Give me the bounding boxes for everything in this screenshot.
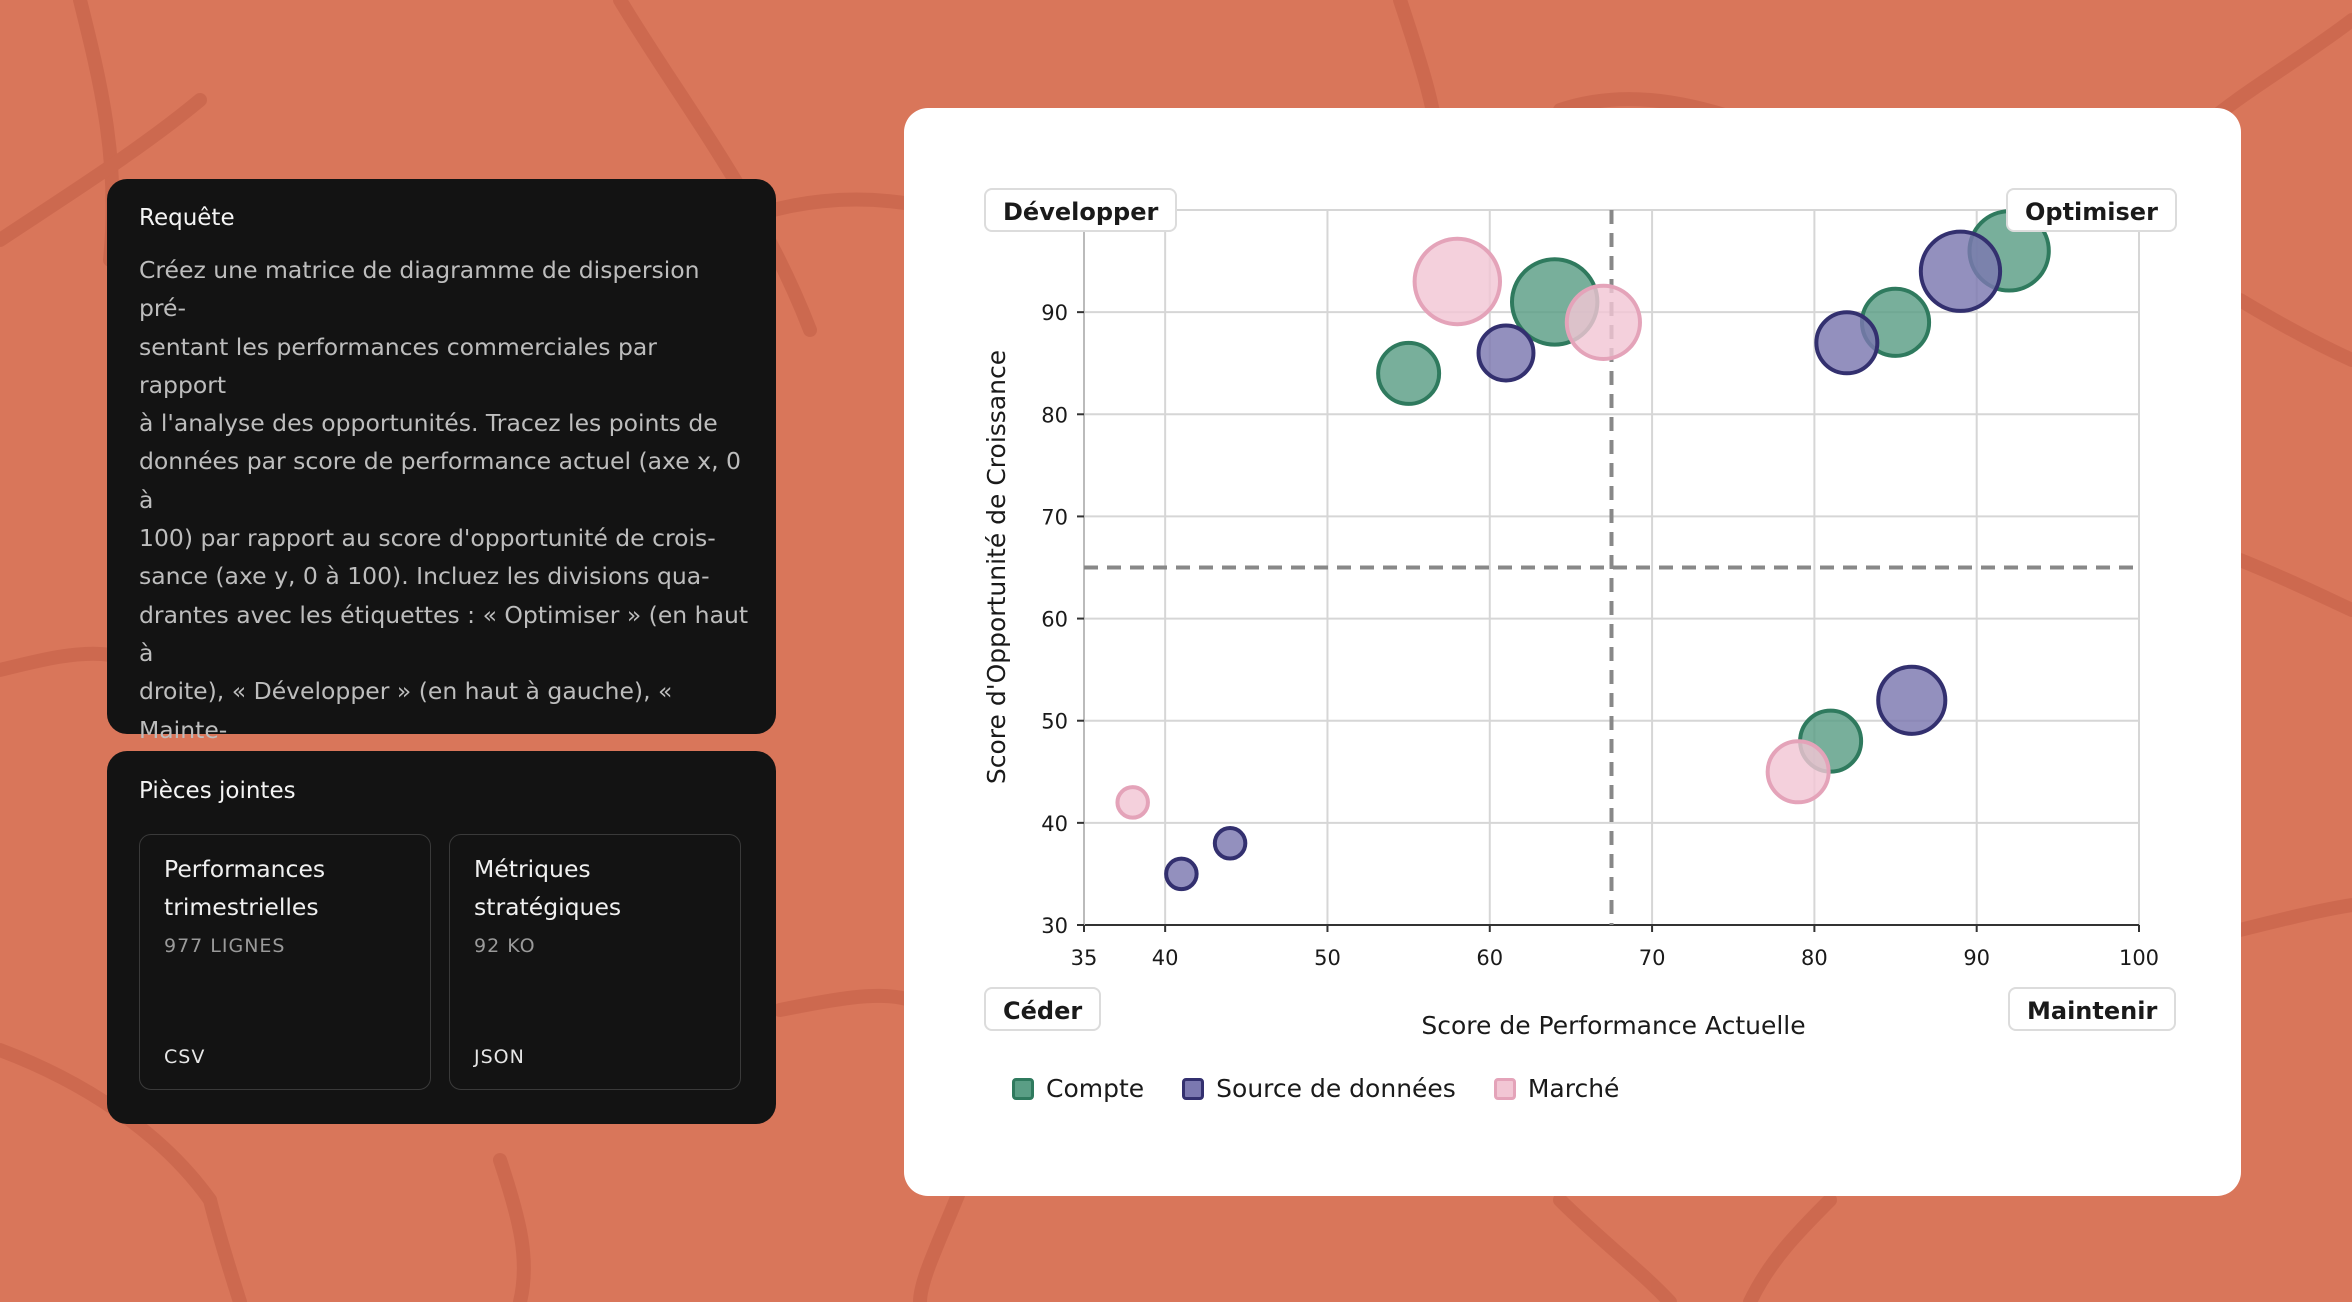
legend-label: Source de données xyxy=(1216,1074,1456,1103)
attachments-title: Pièces jointes xyxy=(139,778,296,804)
quadrant-label-top-left: Développer xyxy=(984,188,1178,232)
bubble-source-de-donn-es xyxy=(1876,664,1948,736)
bubble-march- xyxy=(1412,236,1503,327)
y-tick-label: 90 xyxy=(1041,301,1068,325)
y-tick-label: 30 xyxy=(1041,914,1068,938)
bubble-source-de-donn-es xyxy=(1212,826,1248,861)
x-tick-label: 60 xyxy=(1476,946,1503,970)
attachment-name: Métriques stratégiques xyxy=(474,855,622,921)
attachment-type: JSON xyxy=(474,1046,525,1068)
bubble-march- xyxy=(1115,785,1150,820)
attachment-card-csv[interactable]: Performances trimestrielles 977 LIGNES C… xyxy=(139,834,431,1090)
x-tick-label: 35 xyxy=(1071,946,1098,970)
attachment-meta: 977 LIGNES xyxy=(164,935,286,957)
scatter-chart: 35 40 50 60 70 80 90 100 30 40 50 60 70 80 90 Score de … xyxy=(982,209,2159,1040)
quadrant-label-bottom-left: Céder xyxy=(984,987,1102,1031)
quadrant-label-top-right: Optimiser xyxy=(2006,188,2177,232)
query-panel: Requête Créez une matrice de diagramme d… xyxy=(107,179,776,935)
legend-swatch xyxy=(1182,1077,1205,1100)
bubble-compte xyxy=(1376,340,1442,406)
legend-item-marche[interactable]: Marché xyxy=(1493,1074,1620,1103)
quadrant-label-bottom-right: Maintenir xyxy=(2008,987,2177,1031)
x-tick-label: 40 xyxy=(1152,946,1179,970)
legend-item-compte[interactable]: Compte xyxy=(1012,1074,1144,1103)
attachment-meta: 92 KO xyxy=(474,935,536,957)
legend-label: Compte xyxy=(1046,1074,1145,1103)
bubble-source-de-donn-es xyxy=(1476,323,1536,383)
chart-legend: Compte Source de données Marché xyxy=(1012,1074,1619,1103)
attachments-panel: Pièces jointes Performances trimestriell… xyxy=(107,751,776,1124)
x-tick-label: 100 xyxy=(2119,946,2159,970)
y-tick-label: 60 xyxy=(1041,608,1068,632)
x-tick-label: 80 xyxy=(1801,946,1828,970)
bubble-march- xyxy=(1765,739,1831,805)
legend-label: Marché xyxy=(1527,1074,1620,1103)
bubble-source-de-donn-es xyxy=(1164,856,1199,892)
attachment-card-json[interactable]: Métriques stratégiques 92 KO JSON xyxy=(449,834,741,1090)
attachment-name: Performances trimestrielles xyxy=(164,855,326,921)
legend-swatch xyxy=(1012,1077,1034,1100)
query-title: Requête xyxy=(139,205,235,231)
attachment-type: CSV xyxy=(164,1046,206,1068)
y-tick-label: 50 xyxy=(1041,710,1068,734)
x-tick-label: 70 xyxy=(1639,946,1666,970)
bubble-march- xyxy=(1564,283,1642,361)
bubble-source-de-donn-es xyxy=(1814,310,1880,376)
y-axis-title: Score d'Opportunité de Croissance xyxy=(982,350,1011,784)
x-axis-title: Score de Performance Actuelle xyxy=(1421,1011,1805,1040)
y-tick-label: 80 xyxy=(1041,403,1068,427)
chart-card: 35 40 50 60 70 80 90 100 30 40 50 60 70 80 90 Score de … xyxy=(904,108,2241,1196)
y-tick-label: 40 xyxy=(1041,812,1068,836)
x-tick-label: 90 xyxy=(1963,946,1990,970)
legend-item-source[interactable]: Source de données xyxy=(1182,1074,1456,1103)
bubble-source-de-donn-es xyxy=(1918,229,2003,313)
x-tick-label: 50 xyxy=(1314,946,1341,970)
y-tick-label: 70 xyxy=(1041,505,1068,529)
legend-swatch xyxy=(1493,1077,1516,1100)
